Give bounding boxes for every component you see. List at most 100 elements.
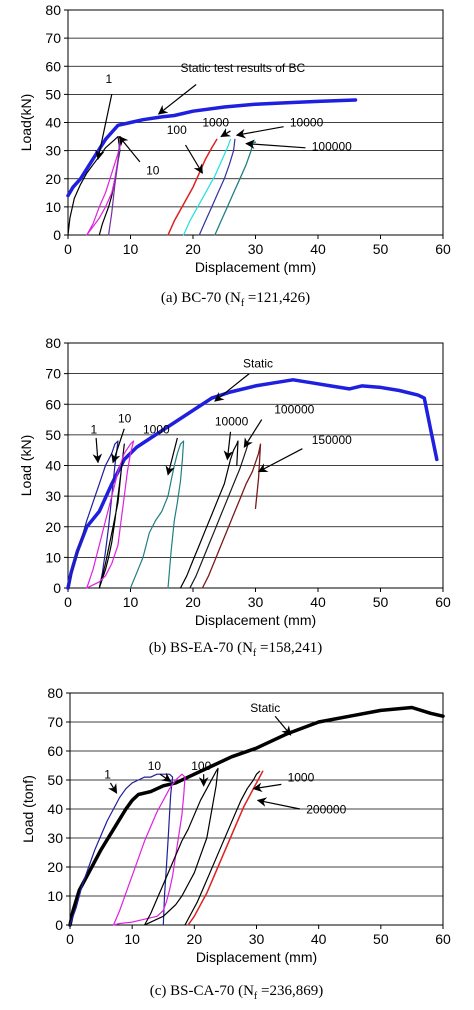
annotation-label: 150000 bbox=[312, 433, 352, 447]
chart-panel-a: 0 10 20 30 40 50 60 70 80 0 10 20 30 40 50 60 Displaceme… bbox=[18, 2, 451, 309]
y-tick-label: 10 bbox=[45, 549, 61, 565]
series-line-5 bbox=[183, 138, 232, 236]
caption-tail: =158,241) bbox=[256, 640, 322, 656]
series-line-4 bbox=[184, 770, 261, 926]
series-line-3 bbox=[107, 136, 122, 236]
series-line-6 bbox=[189, 443, 249, 589]
x-tick-label: 20 bbox=[187, 931, 203, 947]
y-tick-label: 50 bbox=[45, 427, 61, 443]
x-tick-label: 50 bbox=[373, 241, 389, 257]
annotation-arrow bbox=[256, 797, 301, 810]
annotation-label: 200000 bbox=[306, 802, 346, 816]
series-line-1 bbox=[67, 440, 119, 589]
y-tick-label: 50 bbox=[47, 772, 63, 788]
series-line-0 bbox=[68, 705, 445, 927]
annotation-label: Static bbox=[243, 357, 273, 371]
caption-tail: =121,426) bbox=[244, 290, 310, 306]
annotation-arrow bbox=[118, 135, 141, 163]
y-tick-label: 80 bbox=[45, 2, 61, 18]
y-tick-label: 60 bbox=[45, 58, 61, 74]
x-tick-label: 60 bbox=[435, 594, 451, 610]
annotation-label: 100 bbox=[167, 123, 187, 137]
series-line-4 bbox=[167, 138, 218, 236]
x-tick-label: 30 bbox=[249, 931, 265, 947]
x-tick-label: 30 bbox=[248, 241, 264, 257]
annotation-label: 1000 bbox=[288, 770, 315, 784]
caption-subscript: f bbox=[253, 648, 257, 659]
annotation-label: 100000 bbox=[274, 402, 314, 416]
x-tick-label: 0 bbox=[66, 931, 74, 947]
series-line-6 bbox=[198, 138, 236, 236]
y-axis-label: Load (tonf) bbox=[20, 775, 36, 843]
y-tick-label: 70 bbox=[45, 366, 61, 382]
annotation-label: 100 bbox=[191, 759, 211, 773]
y-tick-label: 0 bbox=[55, 917, 63, 933]
annotation-label: Static test results of BC bbox=[181, 61, 306, 75]
annotation-arrow bbox=[92, 437, 103, 464]
y-tick-label: 70 bbox=[45, 30, 61, 46]
series-line-3 bbox=[86, 440, 135, 589]
chart-panel-c: 0 10 20 30 40 50 60 70 80 0 10 20 30 40 50 60 Displaceme… bbox=[20, 685, 451, 1002]
y-tick-label: 20 bbox=[45, 519, 61, 535]
x-tick-label: 60 bbox=[435, 931, 451, 947]
series-line-0 bbox=[66, 98, 358, 198]
annotation-label: 1000 bbox=[202, 116, 229, 130]
annotation-arrow bbox=[184, 144, 203, 174]
y-tick-label: 30 bbox=[47, 830, 63, 846]
x-tick-label: 20 bbox=[185, 594, 201, 610]
x-tick-label: 50 bbox=[373, 594, 389, 610]
caption-text: (c) BS-CA-70 (N bbox=[150, 983, 254, 999]
y-tick-label: 0 bbox=[53, 580, 61, 596]
annotation-label: 1 bbox=[106, 72, 113, 86]
annotation-arrow bbox=[274, 715, 292, 736]
annotation-label: 1 bbox=[104, 768, 111, 782]
y-tick-label: 60 bbox=[47, 743, 63, 759]
annotation-label: 10000 bbox=[215, 415, 249, 429]
annotation-label: 10 bbox=[146, 164, 160, 178]
y-tick-label: 70 bbox=[47, 714, 63, 730]
x-tick-label: 10 bbox=[124, 931, 140, 947]
y-tick-label: 30 bbox=[45, 488, 61, 504]
y-tick-label: 20 bbox=[45, 171, 61, 187]
series-line-2 bbox=[112, 773, 186, 926]
series-line-5 bbox=[179, 440, 239, 589]
series-line-7 bbox=[214, 141, 257, 236]
y-tick-label: 40 bbox=[47, 801, 63, 817]
caption-subscript: f bbox=[254, 991, 258, 1002]
series-line-1 bbox=[67, 136, 121, 236]
annotation-arrow bbox=[223, 431, 234, 461]
annotation-label: Static bbox=[250, 701, 280, 715]
y-tick-label: 50 bbox=[45, 86, 61, 102]
y-tick-label: 10 bbox=[45, 199, 61, 215]
series-line-4 bbox=[129, 440, 185, 589]
annotation-arrow bbox=[235, 126, 284, 139]
x-tick-label: 30 bbox=[248, 594, 264, 610]
series-line-5 bbox=[187, 770, 264, 926]
annotation-label: 100000 bbox=[312, 140, 352, 154]
y-tick-label: 40 bbox=[45, 115, 61, 131]
x-tick-label: 50 bbox=[373, 931, 389, 947]
x-axis-label: Displacement (mm) bbox=[195, 612, 316, 628]
annotation-arrow bbox=[245, 139, 306, 149]
annotation-arrow bbox=[111, 428, 125, 464]
x-tick-label: 20 bbox=[185, 241, 201, 257]
caption-text: (b) BS-EA-70 (N bbox=[149, 640, 253, 656]
y-axis-label: Load (kN) bbox=[18, 435, 34, 496]
y-tick-label: 0 bbox=[53, 227, 61, 243]
annotation-label: 10 bbox=[148, 759, 162, 773]
caption-subscript: f bbox=[241, 298, 245, 309]
annotation-arrow bbox=[159, 772, 172, 782]
annotation-arrow bbox=[257, 448, 303, 473]
y-tick-label: 40 bbox=[45, 458, 61, 474]
caption-tail: =236,869) bbox=[257, 983, 323, 999]
series-line-7 bbox=[201, 443, 262, 589]
annotation-label: 1 bbox=[91, 422, 98, 436]
y-axis-label: Load(kN) bbox=[18, 94, 34, 152]
figure-caption: (b) BS-EA-70 (Nf =158,241) bbox=[149, 640, 322, 659]
x-tick-label: 40 bbox=[311, 931, 327, 947]
x-tick-label: 40 bbox=[310, 241, 326, 257]
figure-caption: (a) BC-70 (Nf =121,426) bbox=[161, 290, 310, 309]
y-tick-label: 60 bbox=[45, 396, 61, 412]
figure-caption: (c) BS-CA-70 (Nf =236,869) bbox=[150, 983, 323, 1002]
